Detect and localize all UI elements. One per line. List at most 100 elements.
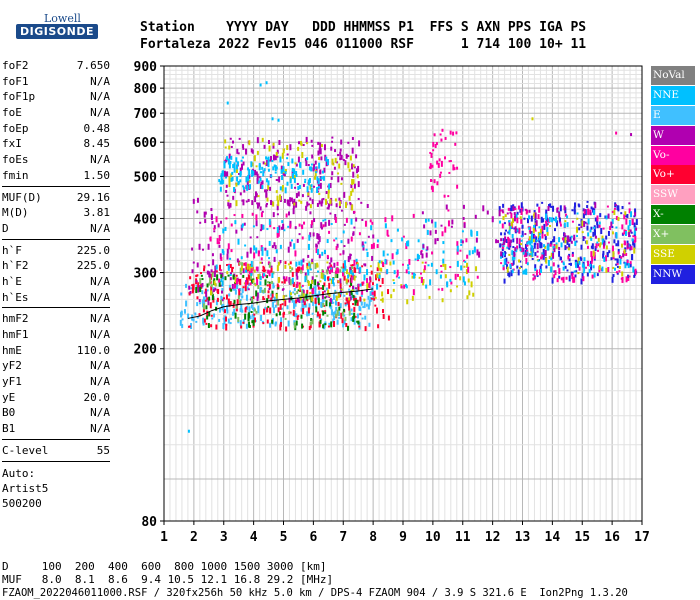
data-point: [355, 258, 358, 262]
data-point: [288, 280, 291, 285]
data-point: [203, 268, 206, 272]
data-point: [516, 265, 519, 269]
data-point: [371, 282, 374, 286]
data-point: [630, 211, 633, 218]
data-point: [203, 318, 206, 323]
data-point: [552, 262, 555, 267]
data-point: [568, 243, 571, 249]
data-point: [268, 287, 271, 290]
data-point: [356, 174, 359, 179]
data-point: [255, 310, 258, 314]
data-point: [314, 263, 317, 270]
data-point: [597, 243, 600, 247]
data-point: [590, 251, 593, 258]
param-value: N/A: [90, 290, 110, 304]
data-point: [356, 288, 359, 295]
data-point: [200, 274, 203, 277]
param-value: 8.45: [83, 137, 111, 151]
param-value: N/A: [90, 359, 110, 373]
data-point: [495, 239, 498, 244]
data-point: [444, 274, 447, 279]
data-point: [537, 214, 540, 220]
param-key: foF1p: [2, 90, 36, 104]
data-point: [441, 298, 444, 303]
data-point: [210, 215, 213, 219]
param-row: MUF(D) 29.16: [2, 190, 110, 206]
data-point: [577, 257, 580, 264]
data-point: [268, 257, 271, 260]
data-point: [287, 246, 290, 253]
data-point: [547, 259, 550, 266]
data-point: [349, 155, 352, 161]
data-point: [353, 312, 356, 319]
data-point: [521, 230, 524, 237]
data-point: [285, 294, 288, 297]
data-point: [344, 265, 347, 271]
data-point: [208, 273, 211, 279]
data-point: [231, 267, 234, 273]
data-point: [253, 252, 256, 259]
data-point: [444, 156, 447, 160]
data-point: [223, 309, 226, 314]
data-point: [250, 260, 253, 267]
data-point: [242, 144, 245, 149]
data-point: [205, 305, 208, 310]
data-point: [277, 261, 280, 266]
data-point: [322, 303, 325, 308]
data-point: [549, 225, 552, 228]
data-point: [324, 154, 327, 161]
data-point: [279, 194, 282, 201]
data-point: [349, 296, 352, 301]
data-point: [623, 229, 626, 235]
data-point: [225, 316, 228, 322]
data-point: [342, 323, 345, 328]
data-point: [308, 234, 311, 241]
data-point: [208, 296, 211, 301]
data-point: [228, 301, 231, 307]
data-point: [289, 265, 292, 269]
data-point: [291, 271, 294, 277]
data-point: [355, 154, 358, 159]
data-point: [518, 227, 521, 234]
data-point: [350, 236, 353, 242]
data-point: [552, 252, 555, 259]
data-point: [609, 226, 612, 231]
data-point: [583, 209, 586, 215]
data-point: [437, 162, 440, 168]
data-point: [347, 238, 350, 244]
data-point: [247, 198, 250, 202]
data-point: [552, 217, 555, 220]
data-point: [482, 205, 485, 212]
data-point: [586, 225, 589, 231]
data-point: [183, 310, 186, 314]
data-point: [240, 325, 243, 329]
data-point: [320, 222, 323, 229]
data-point: [337, 172, 340, 175]
data-point: [569, 236, 572, 242]
data-point: [192, 318, 195, 322]
data-point: [267, 180, 270, 186]
data-point: [239, 267, 242, 274]
data-point: [216, 274, 219, 281]
data-point: [287, 225, 290, 228]
data-point: [348, 299, 351, 302]
data-point: [318, 236, 321, 243]
data-point: [377, 324, 380, 329]
data-point: [357, 197, 360, 200]
data-point: [366, 269, 369, 276]
data-point: [218, 280, 221, 287]
data-point: [213, 227, 216, 230]
data-point: [305, 161, 308, 167]
data-point: [361, 218, 364, 221]
data-point: [362, 244, 365, 251]
data-point: [528, 209, 531, 213]
data-point: [545, 223, 548, 227]
data-point: [256, 236, 259, 239]
data-point: [281, 220, 284, 224]
data-point: [563, 232, 566, 237]
data-point: [229, 272, 232, 275]
data-point: [351, 147, 354, 154]
data-point: [260, 212, 263, 218]
data-point: [433, 179, 436, 184]
